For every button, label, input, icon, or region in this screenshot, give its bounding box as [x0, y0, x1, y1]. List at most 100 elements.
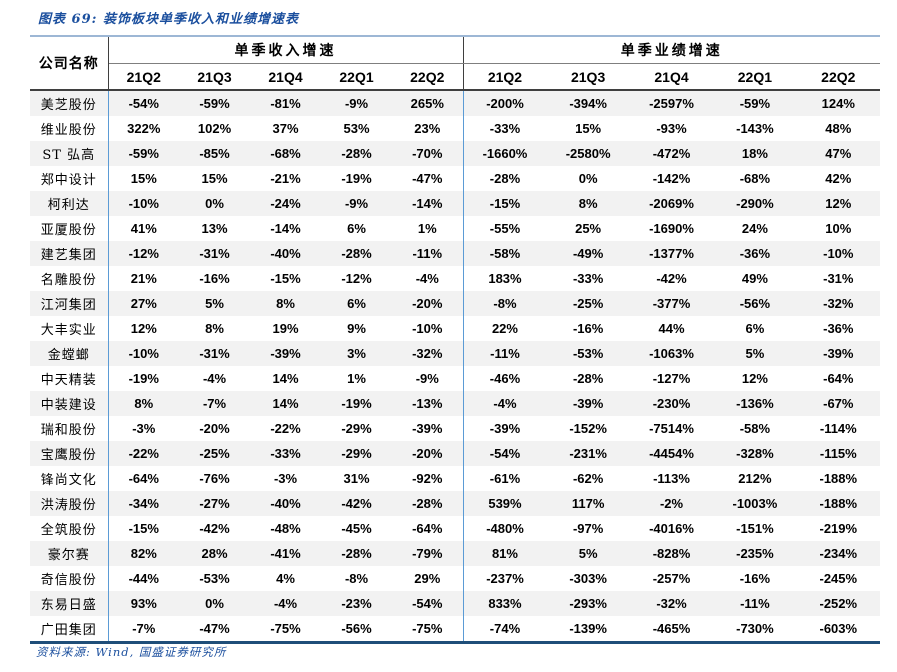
company-cell: 锋尚文化 — [30, 466, 109, 491]
revenue-growth-cell: -14% — [270, 221, 301, 236]
table-row: 中装建设 8% -7% 14% -19% -13% -4% -39% -230% -136% -67… — [30, 391, 880, 416]
revenue-growth-cell: 53% — [343, 121, 370, 136]
profit-growth-cell: -15% — [489, 196, 521, 211]
profit-growth-cell: 42% — [825, 171, 852, 186]
quarter-header: 21Q4 — [250, 63, 321, 91]
revenue-growth-cell: 322% — [127, 121, 161, 136]
profit-growth-cell: -25% — [572, 296, 604, 311]
profit-growth-cell: -4454% — [649, 446, 694, 461]
table-row: 郑中设计 15% 15% -21% -19% -47% -28% 0% -142% -68% 42% — [30, 166, 880, 191]
revenue-growth-cell: -21% — [270, 171, 301, 186]
revenue-growth-cell: 13% — [201, 221, 228, 236]
profit-growth-cell: -28% — [489, 171, 521, 186]
revenue-growth-cell: -20% — [392, 291, 464, 316]
profit-growth-cell: -36% — [739, 246, 771, 261]
profit-growth-cell: -1377% — [649, 246, 694, 261]
profit-growth-cell: -257% — [652, 571, 691, 586]
company-cell: 亚厦股份 — [30, 216, 109, 241]
revenue-growth-cell: -70% — [392, 141, 464, 166]
profit-growth-cell: 81% — [491, 546, 518, 561]
revenue-growth-cell: -28% — [341, 146, 372, 161]
profit-growth-cell: -115% — [819, 446, 857, 461]
profit-growth-cell: -603% — [819, 621, 858, 636]
profit-growth-cell: -11% — [740, 596, 770, 611]
profit-growth-cell: -54% — [489, 446, 521, 461]
revenue-growth-cell: -4% — [273, 596, 298, 611]
profit-growth-cell: -8% — [493, 296, 517, 311]
revenue-growth-cell: -7% — [202, 396, 227, 411]
company-cell: 中天精装 — [30, 366, 109, 391]
profit-growth-cell: -151% — [736, 521, 774, 536]
profit-growth-cell: -143% — [736, 121, 774, 136]
revenue-growth-cell: -68% — [270, 146, 301, 161]
quarter-header: 22Q2 — [392, 63, 464, 91]
revenue-growth-cell: -53% — [199, 571, 230, 586]
profit-growth-cell: 539% — [488, 496, 522, 511]
revenue-growth-cell: 41% — [130, 221, 157, 236]
profit-growth-cell: -10% — [823, 246, 854, 261]
revenue-growth-cell: -4% — [392, 266, 464, 291]
table-row: 宝鹰股份 -22% -25% -33% -29% -20% -54% -231% -4454% -… — [30, 441, 880, 466]
profit-growth-cell: -142% — [652, 171, 691, 186]
revenue-growth-cell: 23% — [392, 116, 464, 141]
profit-growth-group-header: 单季业绩增速 — [463, 36, 880, 64]
profit-growth-cell: -59% — [739, 96, 771, 111]
company-cell: ST 弘高 — [30, 141, 109, 166]
company-cell: 柯利达 — [30, 191, 109, 216]
revenue-growth-cell: 6% — [347, 221, 366, 236]
profit-growth-cell: -136% — [736, 396, 774, 411]
revenue-growth-cell: -20% — [199, 421, 230, 436]
profit-growth-cell: -32% — [656, 596, 687, 611]
profit-growth-cell: 0% — [578, 171, 598, 186]
profit-growth-cell: 44% — [658, 321, 685, 336]
profit-growth-cell: -2% — [659, 496, 684, 511]
revenue-growth-cell: -9% — [344, 196, 369, 211]
revenue-growth-cell: -28% — [341, 246, 372, 261]
profit-growth-cell: -328% — [736, 446, 774, 461]
profit-growth-cell: -16% — [739, 571, 771, 586]
profit-growth-cell: 10% — [825, 221, 852, 236]
revenue-growth-cell: 1% — [392, 216, 464, 241]
revenue-growth-cell: -28% — [341, 546, 372, 561]
profit-growth-cell: -56% — [739, 296, 771, 311]
profit-growth-cell: 22% — [491, 321, 518, 336]
company-cell: 郑中设计 — [30, 166, 109, 191]
company-cell: 江河集团 — [30, 291, 109, 316]
table-row: 奇信股份 -44% -53% 4% -8% 29% -237% -303% -257% -16% -… — [30, 566, 880, 591]
revenue-growth-cell: -9% — [344, 96, 369, 111]
profit-growth-cell: -74% — [489, 621, 521, 636]
revenue-growth-cell: -31% — [199, 346, 230, 361]
revenue-growth-cell: 8% — [276, 296, 295, 311]
profit-growth-cell: -55% — [489, 221, 521, 236]
table-body: 美芝股份 -54% -59% -81% -9% 265% -200% -394% -2597% -… — [30, 90, 880, 643]
table-row: 江河集团 27% 5% 8% 6% -20% -8% -25% -377% -56% -32% — [30, 291, 880, 316]
revenue-growth-cell: -9% — [392, 366, 464, 391]
company-cell: 建艺集团 — [30, 241, 109, 266]
table-row: 东易日盛 93% 0% -4% -23% -54% 833% -293% -32% -11% -25… — [30, 591, 880, 616]
revenue-growth-cell: -34% — [128, 496, 159, 511]
revenue-growth-cell: -44% — [128, 571, 159, 586]
profit-growth-cell: -2597% — [649, 96, 694, 111]
revenue-growth-cell: -13% — [392, 391, 464, 416]
profit-growth-cell: -39% — [489, 421, 521, 436]
profit-growth-cell: -290% — [736, 196, 774, 211]
table-row: ST 弘高 -59% -85% -68% -28% -70% -1660% -2580% -47… — [30, 141, 880, 166]
company-name-header: 公司名称 — [30, 36, 109, 91]
revenue-growth-cell: 93% — [130, 596, 157, 611]
profit-growth-cell: -11% — [490, 346, 520, 361]
company-cell: 全筑股份 — [30, 516, 109, 541]
revenue-growth-cell: -3% — [273, 471, 298, 486]
revenue-growth-cell: 8% — [205, 321, 224, 336]
revenue-growth-cell: -28% — [392, 491, 464, 516]
profit-growth-cell: -36% — [823, 321, 854, 336]
quarter-header: 21Q4 — [629, 63, 714, 91]
profit-growth-cell: -53% — [572, 346, 604, 361]
revenue-growth-cell: 37% — [272, 121, 299, 136]
table-row: 全筑股份 -15% -42% -48% -45% -64% -480% -97% -4016% -… — [30, 516, 880, 541]
revenue-growth-cell: -29% — [341, 421, 372, 436]
profit-growth-cell: -97% — [572, 521, 604, 536]
revenue-growth-cell: 6% — [347, 296, 366, 311]
revenue-growth-cell: 4% — [276, 571, 295, 586]
revenue-growth-cell: -24% — [270, 196, 301, 211]
